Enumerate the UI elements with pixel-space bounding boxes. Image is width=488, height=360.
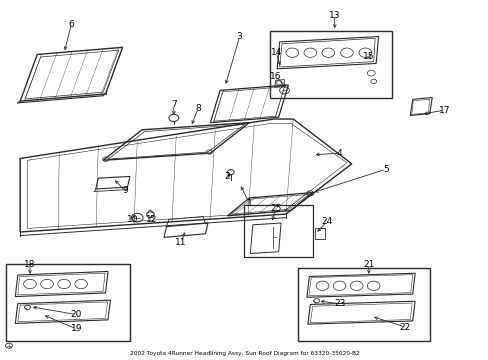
Text: 9: 9 — [122, 186, 128, 195]
Bar — [5, 264, 130, 341]
Text: 16: 16 — [270, 72, 282, 81]
Text: 18: 18 — [24, 260, 36, 269]
Text: 23: 23 — [333, 299, 345, 308]
Text: 22: 22 — [399, 323, 410, 332]
Text: 12: 12 — [146, 215, 157, 224]
Text: 2002 Toyota 4Runner Headlining Assy, Sun Roof Diagram for 63320-35020-B2: 2002 Toyota 4Runner Headlining Assy, Sun… — [129, 351, 359, 356]
Text: 19: 19 — [70, 324, 82, 333]
Text: 17: 17 — [438, 105, 449, 114]
Text: 10: 10 — [126, 215, 138, 224]
Text: 21: 21 — [363, 260, 374, 269]
Bar — [244, 205, 312, 257]
Text: 20: 20 — [70, 310, 82, 319]
Text: 5: 5 — [382, 165, 388, 174]
Text: 11: 11 — [175, 238, 186, 247]
Bar — [298, 268, 429, 341]
Text: 3: 3 — [236, 32, 242, 41]
Text: 14: 14 — [270, 48, 281, 57]
Bar — [315, 228, 325, 239]
Text: 13: 13 — [328, 10, 340, 19]
Text: 25: 25 — [270, 204, 281, 213]
Text: 8: 8 — [195, 104, 201, 113]
Text: 6: 6 — [68, 19, 74, 28]
Text: 24: 24 — [321, 217, 332, 226]
Text: 4: 4 — [336, 149, 342, 158]
Text: 2: 2 — [224, 172, 230, 181]
Text: 15: 15 — [363, 52, 374, 61]
Bar — [270, 31, 391, 98]
Text: 1: 1 — [246, 199, 252, 208]
Text: 7: 7 — [171, 100, 176, 109]
